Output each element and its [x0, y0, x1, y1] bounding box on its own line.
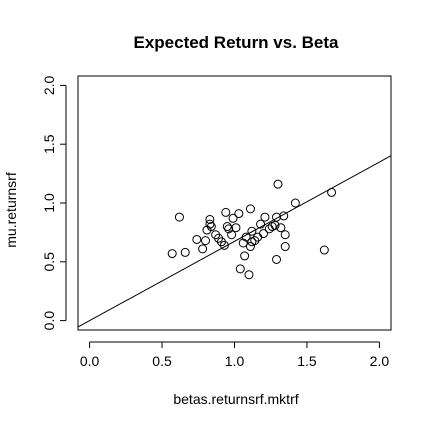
data-point	[327, 187, 337, 197]
data-point	[222, 222, 232, 232]
data-point	[245, 204, 255, 214]
data-point	[224, 224, 234, 234]
data-point	[240, 251, 250, 261]
x-axis-label: betas.returnsrf.mktrf	[173, 391, 298, 407]
data-point	[221, 207, 231, 217]
plot-layer: 0.0 0.5 1.0 1.5 2.0 0.0 0.5 1.0 1.5 2.0	[41, 75, 391, 369]
y-tick-label: 1.0	[41, 193, 57, 213]
data-point	[244, 270, 254, 280]
data-point	[219, 240, 229, 250]
data-point	[272, 254, 282, 264]
x-tick-label: 0.0	[80, 353, 100, 369]
y-tick-label: 0.0	[41, 311, 57, 331]
x-tick-label: 1.0	[225, 353, 245, 369]
data-point	[174, 212, 184, 222]
data-point	[206, 222, 216, 232]
data-point	[276, 223, 286, 233]
data-point	[290, 198, 300, 208]
data-point	[238, 238, 248, 248]
y-tick-label: 2.0	[41, 75, 57, 95]
data-point	[167, 249, 177, 259]
y-axis-label: mu.returnsrf	[3, 172, 19, 248]
data-point	[272, 212, 282, 222]
data-point	[235, 264, 245, 274]
x-tick-label: 0.5	[152, 353, 172, 369]
data-point	[205, 219, 215, 229]
regression-line	[78, 155, 391, 328]
data-point	[227, 230, 237, 240]
plot-frame	[77, 75, 392, 331]
data-point	[231, 223, 241, 233]
y-tick-label: 0.5	[41, 252, 57, 272]
data-point	[280, 242, 290, 252]
data-point	[192, 234, 202, 244]
data-point	[245, 242, 255, 252]
y-tick-label: 1.5	[41, 134, 57, 154]
data-point	[258, 229, 268, 239]
data-point	[228, 213, 238, 223]
data-point	[247, 226, 257, 236]
chart-title: Expected Return vs. Beta	[133, 33, 339, 52]
data-point	[241, 232, 251, 242]
data-point	[273, 179, 283, 189]
data-point	[279, 211, 289, 221]
data-point	[198, 244, 208, 254]
x-tick-label: 2.0	[370, 353, 390, 369]
data-point	[201, 236, 211, 246]
data-point	[180, 247, 190, 257]
data-point	[280, 230, 290, 240]
data-point	[319, 245, 329, 255]
data-point	[256, 219, 266, 229]
x-tick-label: 1.5	[297, 353, 317, 369]
data-point	[260, 212, 270, 222]
data-point	[234, 209, 244, 219]
data-point	[205, 214, 215, 224]
